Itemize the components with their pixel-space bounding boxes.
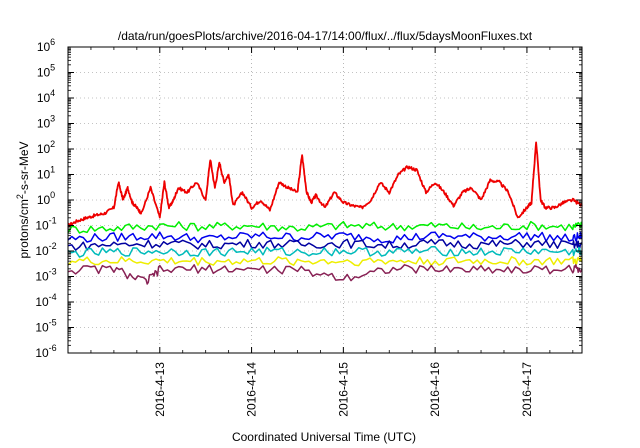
x-tick-label: 2016-4-13 xyxy=(153,362,167,417)
y-tick-label: 104 xyxy=(37,88,55,105)
y-tick-label: 10-4 xyxy=(35,292,56,309)
y-tick-base: 10 xyxy=(35,295,49,309)
y-tick-label: 100 xyxy=(37,190,55,207)
y-tick-base: 10 xyxy=(37,142,51,156)
y-tick-labels: 10-610-510-410-310-210-11001011021031041… xyxy=(35,37,56,360)
plot-frame xyxy=(67,46,583,354)
y-tick-base: 10 xyxy=(35,346,49,360)
grid-layer xyxy=(68,47,582,353)
y-tick-exponent: 0 xyxy=(50,190,55,200)
y-tick-base: 10 xyxy=(37,66,51,80)
y-tick-exponent: 2 xyxy=(50,139,55,149)
y-tick-exponent: -3 xyxy=(49,267,57,277)
y-axis-title-part: -s-sr-MeV xyxy=(17,141,31,194)
series-line-4 xyxy=(67,238,583,251)
y-tick-base: 10 xyxy=(35,321,49,335)
y-tick-exponent: 5 xyxy=(50,63,55,73)
x-tick-label: 2016-4-14 xyxy=(245,362,259,417)
y-tick-exponent: -1 xyxy=(49,216,57,226)
chart-title: /data/run/goesPlots/archive/2016-04-17/1… xyxy=(118,29,533,43)
x-tick-label: 2016-4-17 xyxy=(520,362,534,417)
series-layer xyxy=(67,141,583,285)
y-tick-exponent: 1 xyxy=(50,165,55,175)
y-tick-exponent: -6 xyxy=(49,343,57,353)
y-tick-base: 10 xyxy=(37,117,51,131)
y-tick-label: 103 xyxy=(37,114,55,131)
series-line-1 xyxy=(67,141,583,228)
y-tick-label: 10-6 xyxy=(35,343,56,360)
y-tick-base: 10 xyxy=(35,270,49,284)
y-axis-title-part: protons/cm xyxy=(17,199,31,258)
series-line-5 xyxy=(67,246,583,258)
x-tick-labels: 2016-4-13 2016-4-14 2016-4-15 2016-4-16 2016… xyxy=(153,362,534,417)
y-tick-label: 10-3 xyxy=(35,267,56,284)
x-tick-label: 2016-4-16 xyxy=(428,362,442,417)
y-tick-base: 10 xyxy=(35,244,49,258)
y-tick-exponent: -5 xyxy=(49,318,57,328)
y-tick-exponent: -4 xyxy=(49,292,57,302)
y-tick-label: 101 xyxy=(37,165,55,182)
y-tick-label: 10-5 xyxy=(35,318,56,335)
series-line-2 xyxy=(67,220,583,234)
y-tick-label: 105 xyxy=(37,63,55,80)
y-tick-base: 10 xyxy=(37,193,51,207)
y-tick-label: 10-2 xyxy=(35,241,56,258)
x-tick-label: 2016-4-15 xyxy=(336,362,350,417)
y-tick-base: 10 xyxy=(37,168,51,182)
y-tick-exponent: 3 xyxy=(50,114,55,124)
y-tick-base: 10 xyxy=(35,219,49,233)
y-axis-title-sup: 2 xyxy=(15,194,25,199)
y-tick-label: 10-1 xyxy=(35,216,56,233)
y-tick-exponent: 6 xyxy=(50,37,55,47)
y-tick-exponent: 4 xyxy=(50,88,55,98)
series-line-6 xyxy=(67,256,583,267)
plot-border xyxy=(67,46,583,354)
series-line-7 xyxy=(67,264,583,285)
series-line-3 xyxy=(67,231,583,244)
y-tick-label: 102 xyxy=(37,139,55,156)
y-tick-exponent: -2 xyxy=(49,241,57,251)
y-axis-title-text: protons/cm2-s-sr-MeV xyxy=(15,141,31,258)
y-tick-base: 10 xyxy=(37,91,51,105)
y-tick-label: 106 xyxy=(37,37,55,54)
y-tick-base: 10 xyxy=(37,40,51,54)
y-axis-title: protons/cm2-s-sr-MeV xyxy=(15,141,31,258)
x-axis-title: Coordinated Universal Time (UTC) xyxy=(232,430,416,444)
